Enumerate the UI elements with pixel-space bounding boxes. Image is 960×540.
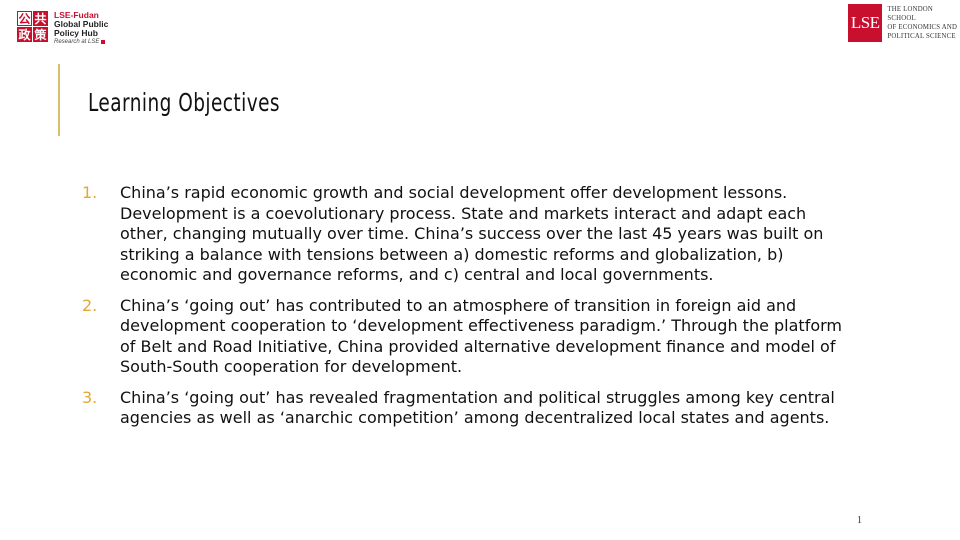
title-accent-bar: [58, 64, 60, 136]
lse-logo-line1: The London School: [887, 6, 934, 22]
lse-logo-line2: of Economics and: [887, 24, 958, 31]
hub-logo-text: LSE-Fudan Global Public Policy Hub Resea…: [54, 10, 109, 46]
objective-text: China’s ‘going out’ has revealed fragmen…: [120, 387, 835, 428]
hub-logo-char: 策: [33, 27, 48, 42]
hub-name-line2: Global Public: [54, 19, 109, 29]
objective-number: 2.: [82, 295, 98, 315]
hub-research-tagline: Research at LSE: [54, 39, 108, 45]
lse-logo-line3: Political Science: [887, 33, 956, 40]
red-square-icon: [101, 40, 106, 44]
lse-logo: LSE The London School of Economics and P…: [848, 4, 960, 42]
hub-logo-mark: 公 共 政 策: [17, 11, 48, 42]
lse-logo-mark: LSE: [848, 4, 883, 42]
objective-text: China’s ‘going out’ has contributed to a…: [120, 295, 842, 377]
objective-item: 2. China’s ‘going out’ has contributed t…: [82, 296, 852, 378]
objective-item: 1. China’s rapid economic growth and soc…: [82, 183, 852, 286]
objective-number: 1.: [82, 183, 98, 202]
hub-logo-char: 共: [33, 11, 48, 26]
slide-title: Learning Objectives: [88, 88, 280, 117]
objective-number: 3.: [82, 387, 98, 407]
objectives-list: 1. China’s rapid economic growth and soc…: [82, 183, 852, 439]
hub-name: LSE-Fudan: [54, 10, 99, 20]
hub-logo-char: 公: [17, 11, 32, 26]
hub-logo-char: 政: [17, 27, 32, 42]
lse-fudan-hub-logo: 公 共 政 策 LSE-Fudan Global Public Policy H…: [17, 11, 108, 45]
objective-item: 3. China’s ‘going out’ has revealed frag…: [82, 388, 852, 429]
page-number: 1: [857, 515, 862, 526]
hub-research-text: Research at LSE: [54, 39, 100, 45]
hub-name-line3: Policy Hub: [54, 28, 98, 38]
lse-logo-text: The London School of Economics and Polit…: [887, 5, 960, 41]
objective-text: China’s rapid economic growth and social…: [120, 183, 824, 284]
